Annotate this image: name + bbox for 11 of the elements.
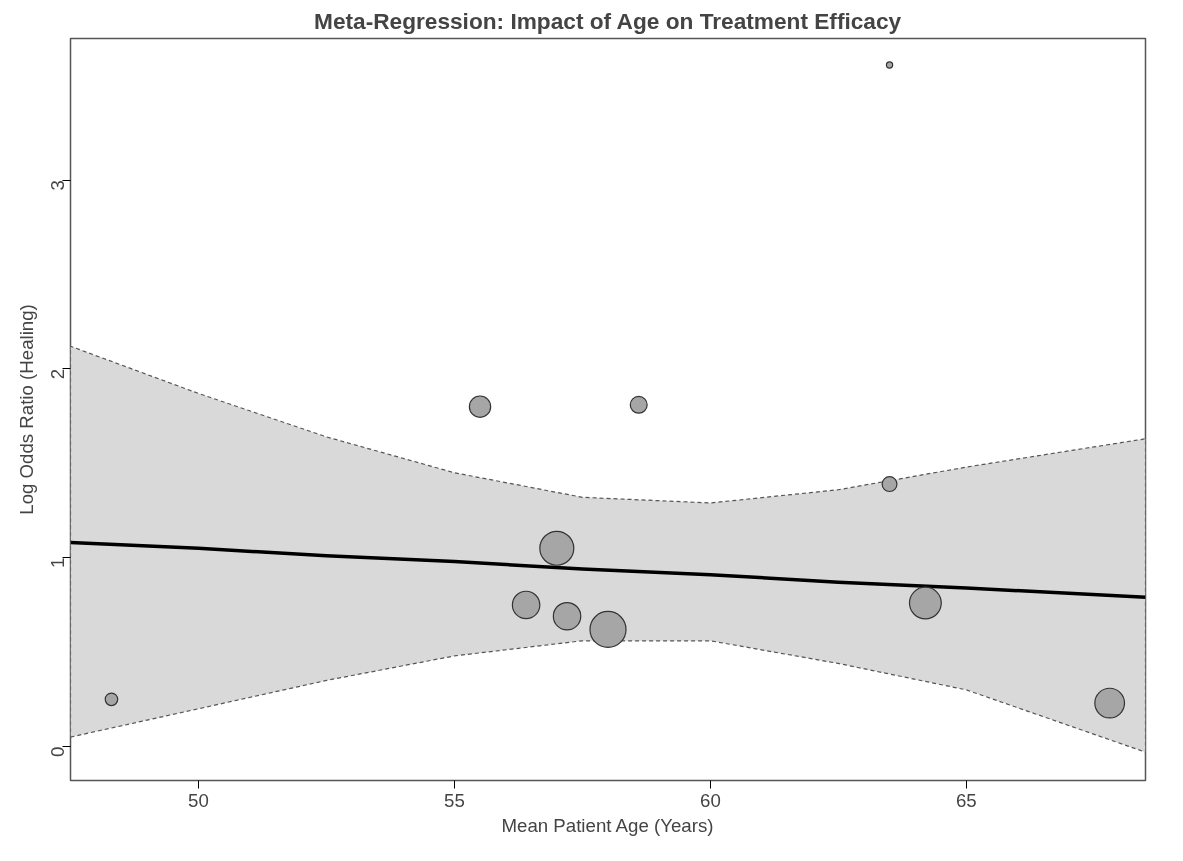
- y-tick-label: 1: [47, 557, 68, 569]
- x-tick-label: 55: [444, 789, 465, 811]
- y-axis-title: Log Odds Ratio (Healing): [15, 304, 37, 515]
- y-tick-label: 0: [47, 746, 68, 757]
- x-tick-label: 65: [955, 789, 977, 811]
- chart-title: Meta-Regression: Impact of Age on Treatment Efficacy: [314, 7, 902, 34]
- x-tick-label: 60: [700, 789, 721, 811]
- y-tick-label: 2: [47, 368, 68, 380]
- y-tick-label: 3: [47, 180, 68, 191]
- x-axis-title: Mean Patient Age (Years): [501, 814, 714, 836]
- x-tick-label: 50: [188, 789, 209, 811]
